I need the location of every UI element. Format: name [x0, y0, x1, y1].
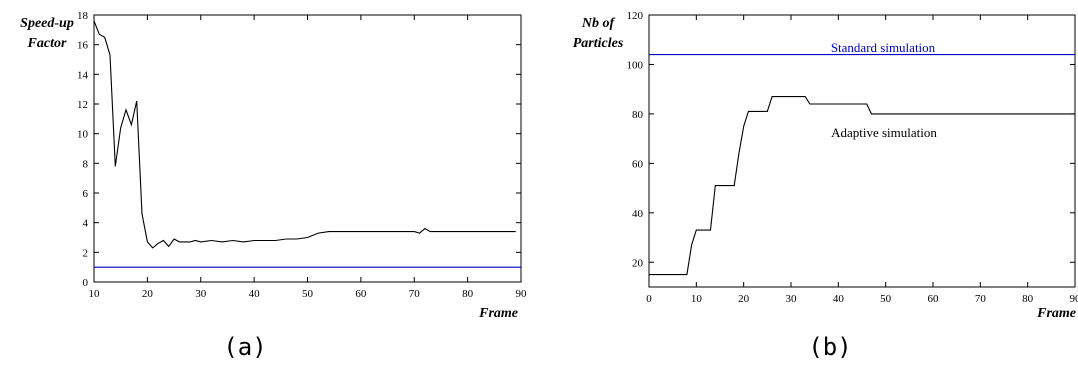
x-tick-label: 80 — [1022, 293, 1034, 305]
chart-a-panel-label: (a) — [223, 333, 266, 361]
x-tick-label: 60 — [355, 288, 367, 300]
y-tick-label: 0 — [83, 277, 89, 289]
chart-b-frame — [648, 14, 1076, 288]
chart-b-ylabel-line2: Particles — [573, 36, 624, 51]
y-tick-label: 8 — [83, 158, 89, 170]
y-tick-label: 100 — [627, 59, 644, 71]
chart-a: 10 20 30 40 50 60 70 80 90 0 2 4 6 8 10 12 14 16 18 Speed-… — [20, 10, 527, 361]
x-tick-label: 40 — [249, 288, 261, 300]
series-line-0 — [649, 96, 1075, 276]
x-tick-label: 40 — [833, 293, 845, 305]
y-tick-label: 14 — [77, 69, 89, 81]
chart-a-ylabel-line2: Factor — [27, 36, 67, 51]
series-label-adaptive: Adaptive simulation — [831, 125, 937, 140]
y-tick-label: 12 — [77, 99, 88, 111]
x-tick-label: 90 — [516, 288, 528, 300]
chart-a-series — [93, 20, 521, 268]
y-tick-label: 16 — [77, 40, 89, 52]
x-tick-label: 30 — [786, 293, 798, 305]
x-tick-label: 50 — [880, 293, 892, 305]
x-tick-label: 60 — [928, 293, 940, 305]
chart-a-ticks: 10 20 30 40 50 60 70 80 90 0 2 4 6 8 10 12 14 16 18 — [77, 10, 527, 300]
x-tick-label: 70 — [975, 293, 987, 305]
y-tick-label: 120 — [627, 10, 644, 22]
y-tick-label: 2 — [83, 247, 89, 259]
chart-a-xlabel: Frame — [478, 306, 518, 321]
x-tick-label: 10 — [691, 293, 703, 305]
x-tick-label: 10 — [89, 288, 101, 300]
y-tick-label: 40 — [632, 208, 644, 220]
x-tick-label: 70 — [409, 288, 421, 300]
chart-b-panel-label: (b) — [808, 333, 851, 361]
series-line-0 — [93, 20, 516, 249]
x-tick-label: 30 — [195, 288, 207, 300]
chart-a-ylabel-line1: Speed-up — [20, 16, 74, 31]
x-tick-label: 90 — [1070, 293, 1078, 305]
x-tick-label: 80 — [462, 288, 474, 300]
x-tick-label: 20 — [738, 293, 750, 305]
y-tick-label: 20 — [632, 257, 644, 269]
y-tick-label: 6 — [83, 188, 89, 200]
series-label-standard: Standard simulation — [831, 40, 936, 55]
x-tick-label: 50 — [302, 288, 314, 300]
chart-a-frame — [93, 14, 522, 283]
y-tick-label: 10 — [77, 129, 89, 141]
chart-b-xlabel: Frame — [1036, 306, 1076, 321]
x-tick-label: 0 — [646, 293, 652, 305]
y-tick-label: 4 — [83, 218, 89, 230]
y-tick-label: 60 — [632, 158, 644, 170]
chart-b-ticks: 0 10 20 30 40 50 60 70 80 90 20 40 60 80 100 120 — [627, 10, 1078, 305]
y-tick-label: 18 — [77, 10, 89, 22]
x-tick-label: 20 — [142, 288, 154, 300]
y-tick-label: 80 — [632, 109, 644, 121]
chart-b-ylabel-line1: Nb of — [581, 16, 616, 31]
chart-b-series — [649, 54, 1075, 276]
